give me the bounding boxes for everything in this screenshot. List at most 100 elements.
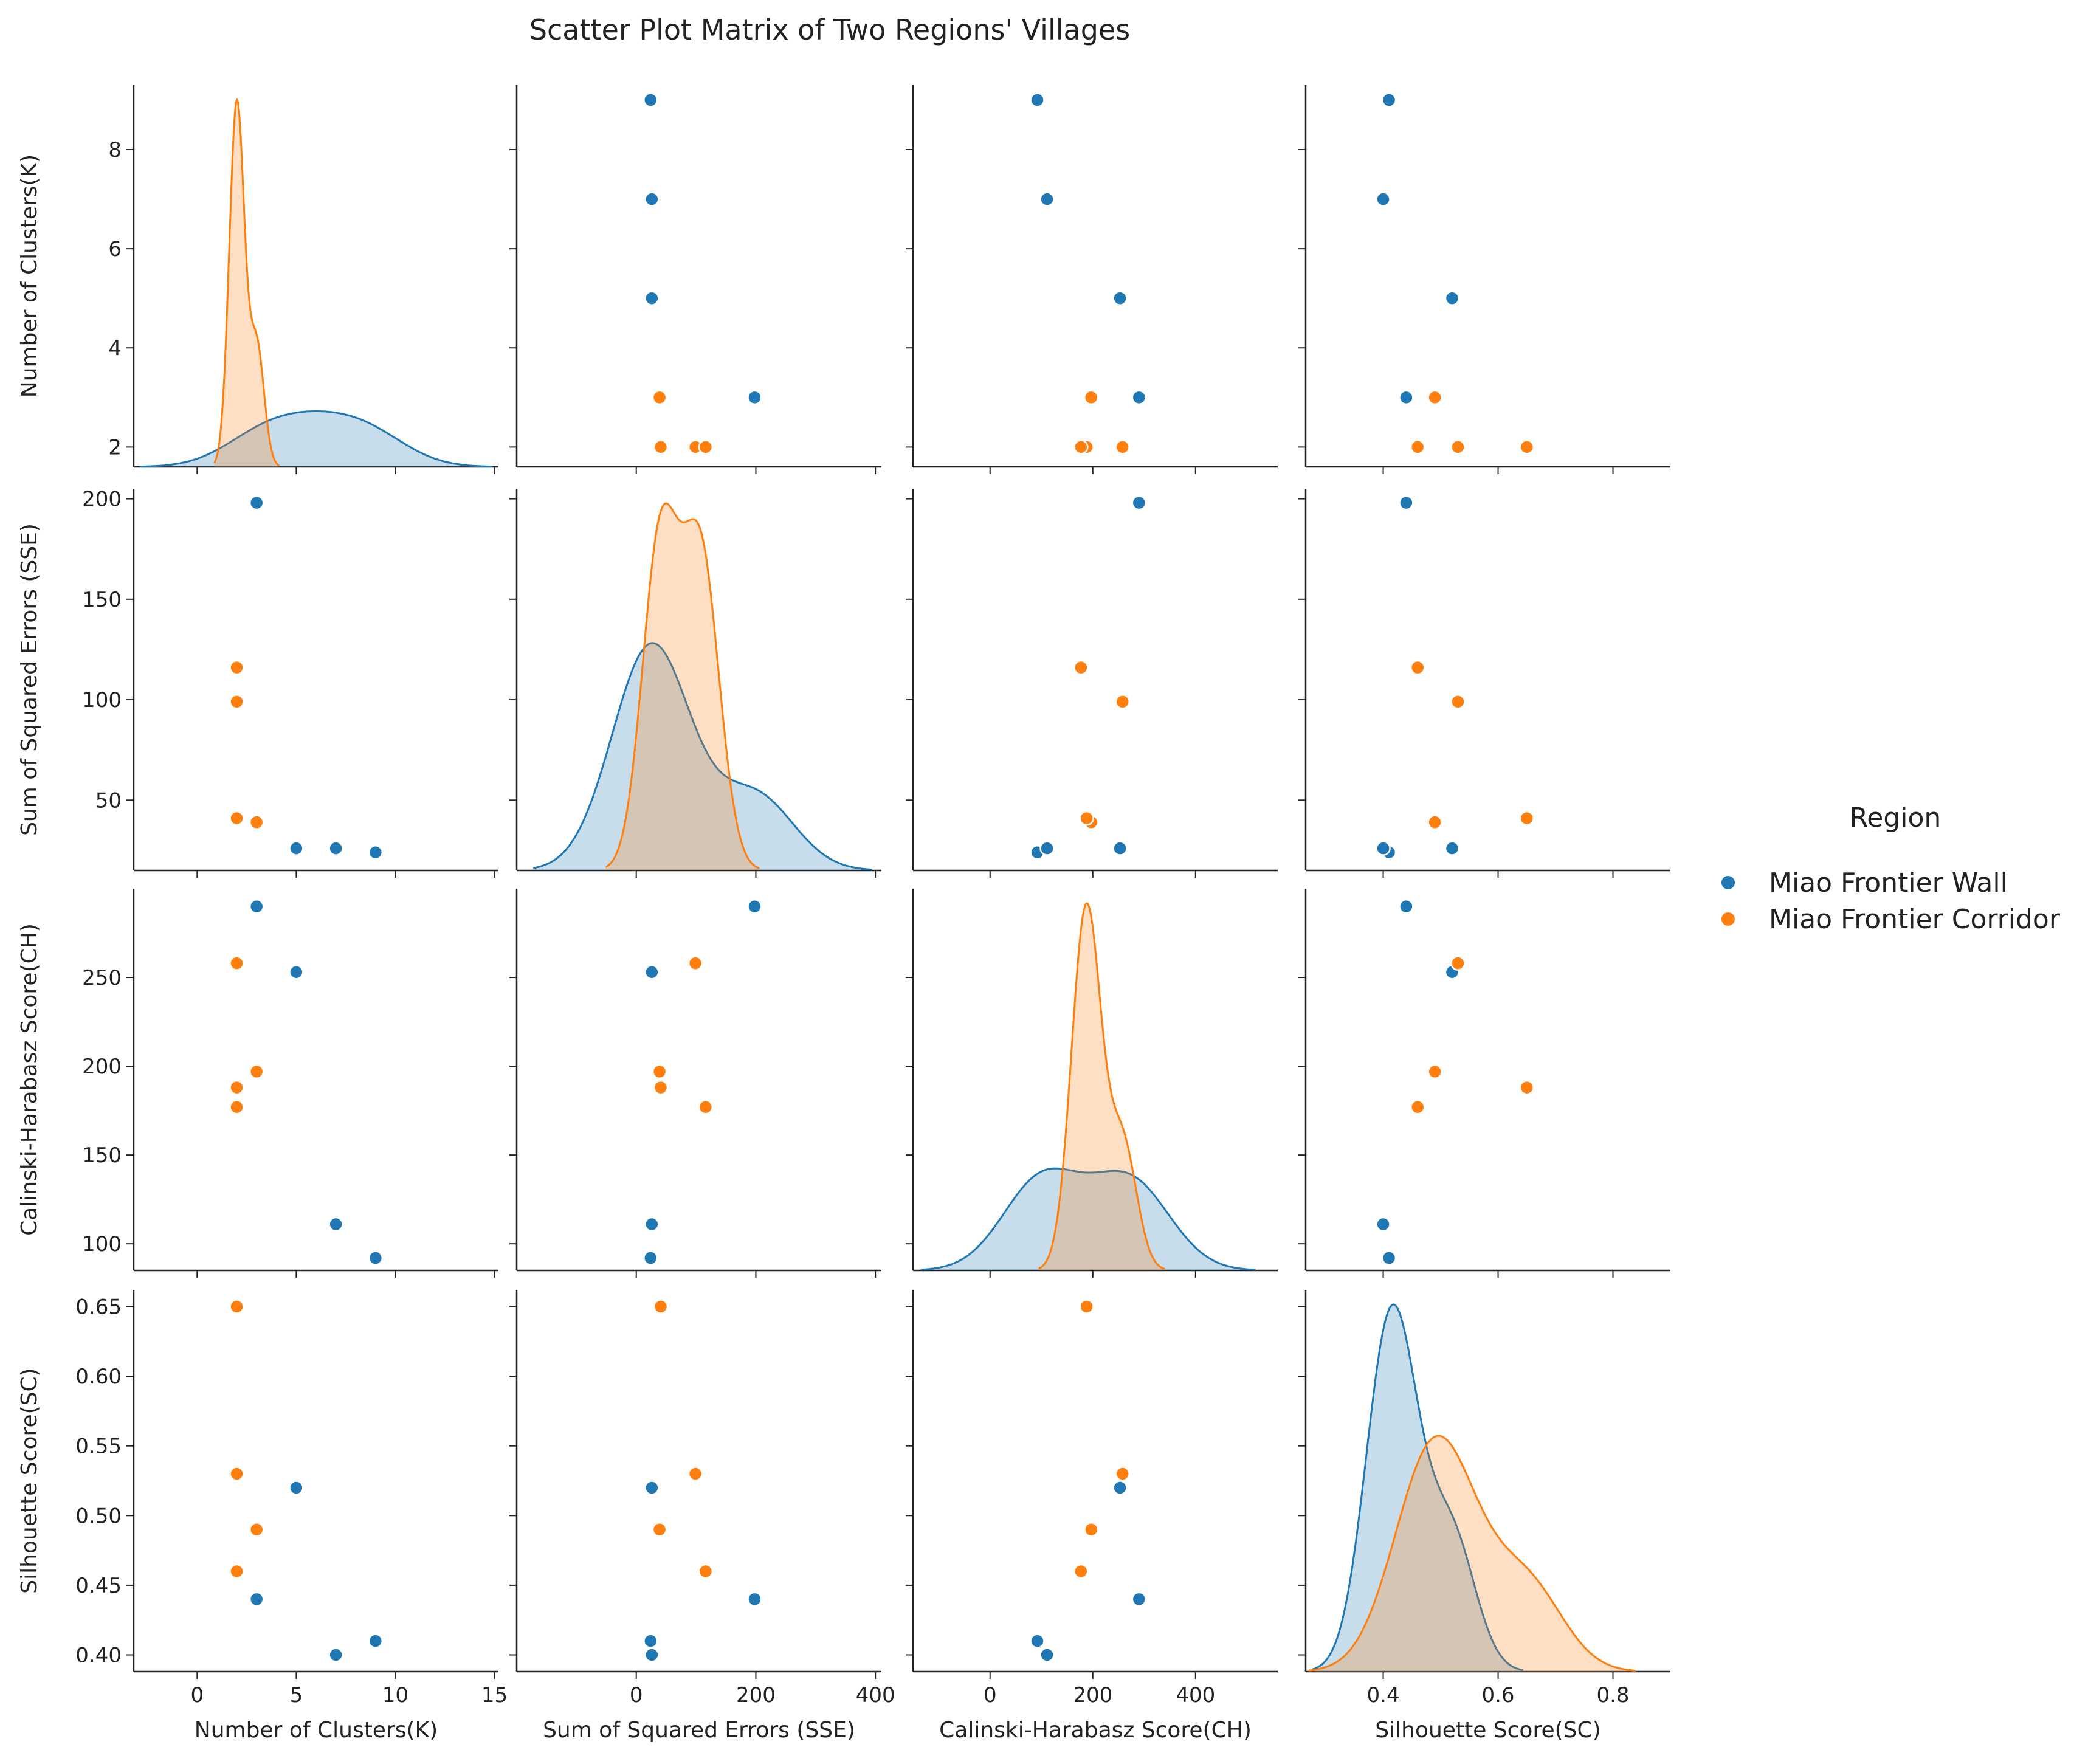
data-point xyxy=(249,1064,264,1080)
data-point xyxy=(1410,660,1425,675)
data-point xyxy=(1444,841,1460,856)
data-point xyxy=(747,390,762,405)
x-axis-label: Silhouette Score(SC) xyxy=(1375,1718,1600,1743)
data-point xyxy=(687,956,703,971)
data-point xyxy=(229,660,244,675)
kde-line-1 xyxy=(1308,1435,1636,1672)
data-point xyxy=(1039,841,1055,856)
data-point xyxy=(1039,191,1055,207)
kde-line-0 xyxy=(140,410,492,468)
panel-CH-SSE xyxy=(509,889,881,1278)
data-point xyxy=(644,965,660,980)
data-point xyxy=(652,1064,667,1080)
data-point xyxy=(249,1591,264,1607)
x-axis-label: Sum of Squared Errors (SSE) xyxy=(543,1718,855,1743)
data-point xyxy=(1399,495,1414,511)
legend-title: Region xyxy=(1850,802,1942,833)
legend-entry-label: Miao Frontier Wall xyxy=(1769,867,2008,898)
data-point xyxy=(1427,1064,1442,1080)
data-point xyxy=(653,1299,669,1314)
data-point xyxy=(368,1633,384,1649)
data-point xyxy=(229,956,244,971)
panel-SSE-SC xyxy=(1298,489,1670,878)
y-tick-label: 0.65 xyxy=(75,1295,122,1320)
data-point xyxy=(653,1080,669,1095)
panel-SC-SC: 0.4 0.6 0.8 Silhouette Score(SC) xyxy=(1298,1290,1670,1743)
data-point xyxy=(698,439,714,455)
kde-fill-1 xyxy=(605,503,760,870)
y-tick-label: 150 xyxy=(82,588,122,612)
y-tick-label: 0.60 xyxy=(75,1365,122,1389)
data-point xyxy=(1079,810,1094,826)
x-tick-label: 0 xyxy=(191,1683,204,1707)
x-tick-label: 0.6 xyxy=(1481,1683,1514,1707)
data-point xyxy=(644,1647,660,1662)
panel-K-SSE xyxy=(509,85,881,474)
kde-fill-1 xyxy=(214,100,280,467)
data-point xyxy=(698,1563,714,1579)
data-point xyxy=(698,1100,714,1115)
y-tick-label: 0.50 xyxy=(75,1504,122,1528)
data-point xyxy=(644,1216,660,1232)
chart-title: Scatter Plot Matrix of Two Regions' Vill… xyxy=(529,13,1131,46)
data-point xyxy=(1444,291,1460,306)
y-tick-label: 100 xyxy=(82,1232,122,1256)
x-tick-label: 400 xyxy=(856,1683,895,1707)
data-point xyxy=(229,1080,244,1095)
panel-SSE-K: 50 100 150 200 Sum of Squared Errors (SSE) xyxy=(17,488,498,878)
data-point xyxy=(229,1466,244,1481)
kde-line-1 xyxy=(1038,902,1165,1270)
data-point xyxy=(1073,1563,1089,1579)
data-point xyxy=(1112,1480,1128,1495)
data-point xyxy=(1112,841,1128,856)
x-tick-label: 200 xyxy=(736,1683,776,1707)
y-axis-label: Sum of Squared Errors (SSE) xyxy=(17,523,42,836)
y-tick-label: 0.40 xyxy=(75,1643,122,1667)
data-point xyxy=(249,898,264,914)
data-point xyxy=(328,1216,343,1232)
y-tick-label: 8 xyxy=(108,138,122,162)
data-point xyxy=(1039,1647,1055,1662)
data-point xyxy=(229,694,244,709)
kde-line-0 xyxy=(921,1167,1256,1271)
data-point xyxy=(747,898,762,914)
x-tick-label: 400 xyxy=(1176,1683,1215,1707)
data-point xyxy=(1131,1591,1147,1607)
data-point xyxy=(289,1480,304,1495)
data-point xyxy=(1450,956,1466,971)
data-point xyxy=(652,1521,667,1537)
panel-CH-SC xyxy=(1298,889,1670,1278)
y-axis-label: Silhouette Score(SC) xyxy=(17,1368,42,1593)
kde-line-1 xyxy=(213,98,280,467)
y-tick-label: 200 xyxy=(82,488,122,512)
data-point xyxy=(1030,92,1045,108)
data-point xyxy=(1410,439,1425,455)
data-point xyxy=(1410,1100,1425,1115)
data-point xyxy=(1376,841,1391,856)
kde-line-1 xyxy=(605,502,760,869)
data-point xyxy=(1073,439,1089,455)
data-point xyxy=(1083,1521,1099,1537)
panel-K-CH xyxy=(906,85,1278,474)
panel-K-K: 2 4 6 8 Number of Clusters(K) xyxy=(17,85,498,474)
data-point xyxy=(1073,660,1089,675)
data-point xyxy=(368,1250,384,1266)
data-point xyxy=(1115,1466,1131,1481)
data-point xyxy=(1519,810,1535,826)
panel-CH-K: 100 150 200 250 Calinski-Harabasz Score(CH) xyxy=(17,889,498,1278)
data-point xyxy=(229,1563,244,1579)
x-tick-label: 0 xyxy=(630,1683,643,1707)
x-tick-label: 10 xyxy=(382,1683,408,1707)
legend-marker xyxy=(1720,875,1736,891)
panel-SC-CH: 0 200 400 Calinski-Harabasz Score(CH) xyxy=(906,1290,1278,1743)
data-point xyxy=(1519,1080,1535,1095)
data-point xyxy=(1376,1216,1391,1232)
data-point xyxy=(328,1647,343,1662)
y-tick-label: 250 xyxy=(82,966,122,990)
data-point xyxy=(1115,694,1131,709)
data-point xyxy=(249,495,264,511)
data-point xyxy=(747,1591,762,1607)
data-point xyxy=(1427,815,1442,830)
panel-SSE-SSE xyxy=(509,489,881,878)
